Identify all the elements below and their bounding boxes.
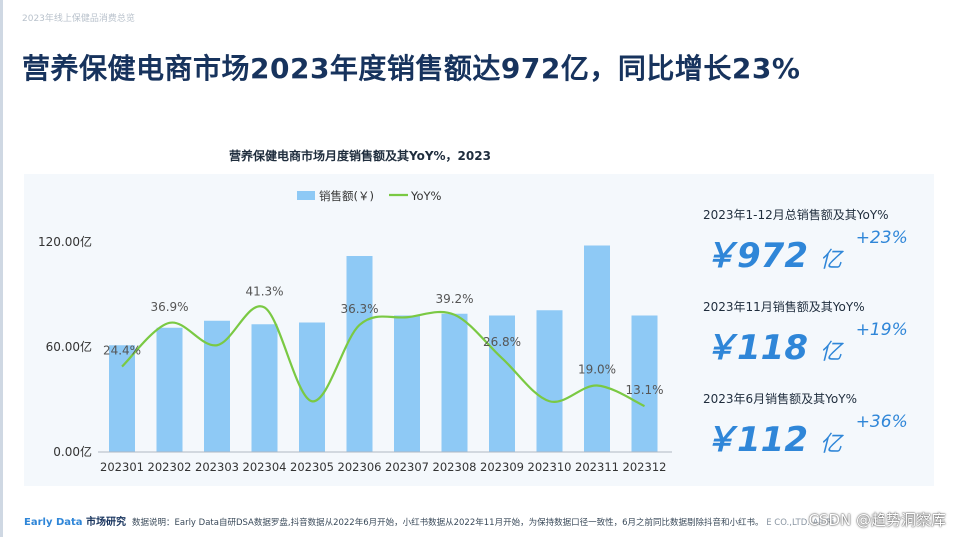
kpi-number: 118 bbox=[737, 328, 808, 368]
currency-symbol: ￥ bbox=[703, 236, 737, 276]
x-tick-label: 202311 bbox=[575, 460, 619, 474]
kpi-unit: 亿 bbox=[819, 432, 842, 457]
kpi-unit: 亿 bbox=[819, 340, 842, 365]
yoy-line bbox=[121, 305, 645, 408]
y-tick-label: 120.00亿 bbox=[38, 234, 92, 249]
brand-name: Early Data bbox=[24, 517, 83, 528]
left-border bbox=[0, 0, 3, 537]
yoy-data-label: 13.1% bbox=[625, 383, 663, 397]
brand-logo: Early Data 市场研究 bbox=[24, 517, 126, 528]
footer-note: Early Data 市场研究 数据说明：Early Data自研DSA数据罗盘,… bbox=[24, 513, 834, 528]
kpi-yoy: +19% bbox=[855, 320, 908, 340]
bar-202310 bbox=[536, 310, 563, 452]
bar-202307 bbox=[394, 315, 420, 452]
kpi-label-jun: 2023年6月销售额及其YoY% bbox=[703, 392, 857, 406]
x-tick-label: 202302 bbox=[148, 460, 192, 474]
x-tick-label: 202301 bbox=[100, 460, 144, 474]
kpi-label-nov: 2023年11月销售额及其YoY% bbox=[703, 300, 865, 314]
legend-label-yoy: YoY% bbox=[410, 189, 442, 203]
bar-202308 bbox=[441, 313, 468, 452]
bar-202302 bbox=[156, 327, 183, 452]
x-tick-label: 202306 bbox=[338, 460, 382, 474]
x-tick-label: 202310 bbox=[528, 460, 572, 474]
x-tick-label: 202308 bbox=[433, 460, 477, 474]
kpi-value-jun: ￥112 亿 +36% bbox=[703, 412, 908, 461]
yoy-data-label: 36.9% bbox=[150, 300, 188, 314]
bar-202305 bbox=[299, 322, 325, 452]
x-tick-label: 202307 bbox=[385, 460, 429, 474]
kpi-yoy: +23% bbox=[855, 228, 908, 248]
chart-title: 营养保健电商市场月度销售额及其YoY%，2023 bbox=[229, 149, 491, 163]
kpi-number: 112 bbox=[737, 420, 808, 460]
x-tick-label: 202312 bbox=[623, 460, 667, 474]
y-tick-label: 60.00亿 bbox=[46, 339, 92, 354]
x-tick-label: 202303 bbox=[195, 460, 239, 474]
breadcrumb: 2023年线上保健品消费总览 bbox=[22, 14, 135, 24]
brand-suffix: 市场研究 bbox=[86, 517, 126, 528]
yoy-data-label: 19.0% bbox=[578, 363, 616, 377]
page-title: 营养保健电商市场2023年度销售额达972亿，同比增长23% bbox=[22, 52, 801, 85]
bar-202309 bbox=[489, 315, 515, 452]
bar-202306 bbox=[346, 256, 373, 452]
legend-label-sales: 销售额(￥) bbox=[319, 189, 374, 203]
kpi-value-total: ￥972 亿 +23% bbox=[703, 228, 908, 277]
x-tick-label: 202309 bbox=[480, 460, 524, 474]
kpi-yoy: +36% bbox=[855, 412, 908, 432]
y-tick-label: 0.00亿 bbox=[53, 444, 92, 459]
currency-symbol: ￥ bbox=[703, 420, 737, 460]
bar-202301 bbox=[109, 345, 135, 452]
yoy-data-label: 24.4% bbox=[103, 344, 141, 358]
kpi-label-total: 2023年1-12月总销售额及其YoY% bbox=[703, 208, 889, 222]
yoy-data-label: 26.8% bbox=[483, 335, 521, 349]
bar-202312 bbox=[631, 315, 658, 452]
yoy-data-label: 39.2% bbox=[435, 292, 473, 306]
bar-202304 bbox=[251, 324, 278, 452]
bar-202303 bbox=[204, 320, 230, 452]
kpi-value-nov: ￥118 亿 +19% bbox=[703, 320, 908, 369]
yoy-data-label: 36.3% bbox=[340, 302, 378, 316]
x-tick-label: 202305 bbox=[290, 460, 334, 474]
yoy-data-label: 41.3% bbox=[245, 284, 283, 298]
currency-symbol: ￥ bbox=[703, 328, 737, 368]
bar-202311 bbox=[584, 245, 610, 452]
x-tick-label: 202304 bbox=[243, 460, 287, 474]
watermark: CSDN @趋势洞察库 bbox=[808, 511, 946, 529]
kpi-unit: 亿 bbox=[819, 248, 842, 273]
kpi-number: 972 bbox=[737, 236, 808, 276]
legend-swatch-sales bbox=[297, 191, 315, 200]
data-note: 数据说明：Early Data自研DSA数据罗盘,抖音数据从2022年6月开始，… bbox=[132, 518, 764, 528]
copyright: E CO.,LTD. All Ri bbox=[766, 518, 835, 528]
